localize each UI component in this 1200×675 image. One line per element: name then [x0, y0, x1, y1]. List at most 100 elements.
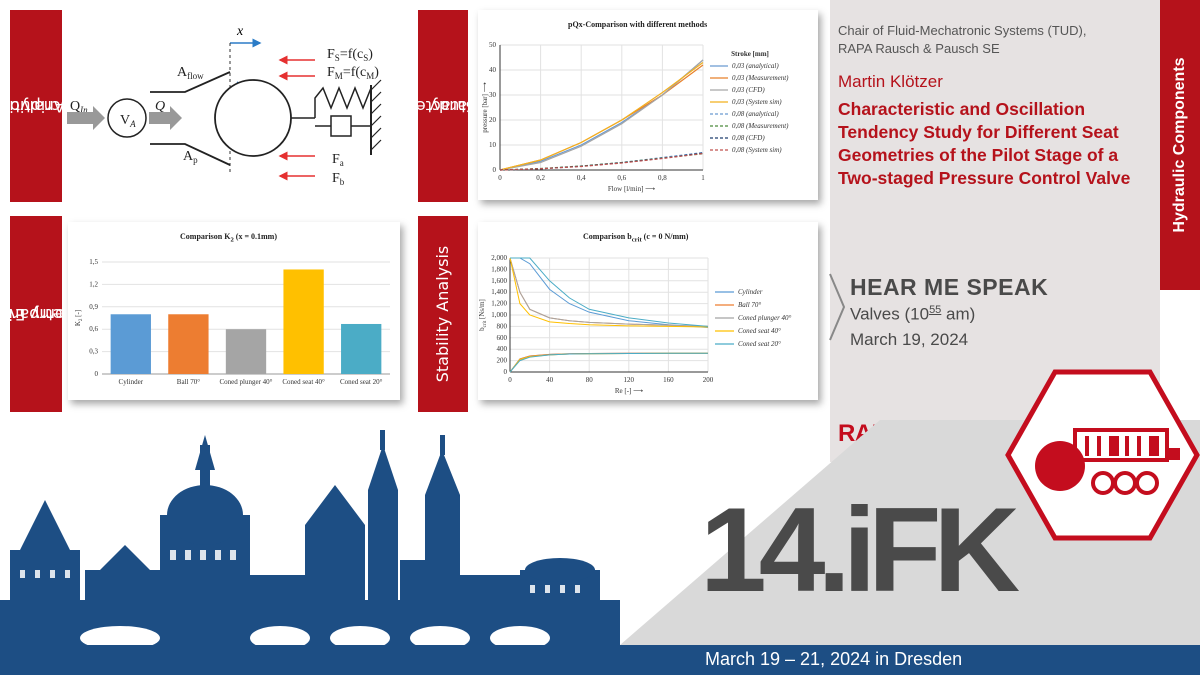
chart-title: pQx-Comparison with different methods	[568, 20, 708, 29]
legend-entry: Coned seat 40°	[738, 327, 781, 335]
valve-diagram: x FS=f(cS) FM=f(cM) Aflow QIn VA Q Fp Ap…	[67, 24, 382, 187]
y-tick-label: 0,6	[89, 325, 98, 333]
legend-entry: 0,03 (Measurement)	[732, 74, 789, 82]
x-tick-label: 0,4	[577, 174, 586, 182]
y-tick-label: 20	[489, 116, 497, 124]
y-tick-label: 0	[95, 370, 99, 378]
category-bar: Hydraulic Components	[1160, 0, 1200, 290]
k2-chart: 0 0,3 0,6 0,9 1,2 1,5 K2 [-] Cylinder Ball 70° Co…	[74, 258, 390, 386]
bar	[110, 314, 151, 374]
y-tick-label: 0	[493, 166, 497, 174]
y-tick-label: 1,5	[89, 258, 98, 266]
legend-entry: Ball 70°	[738, 301, 761, 309]
tab-stability-analysis: Stability Analysis	[418, 216, 468, 412]
y-tick-label: 1,2	[89, 280, 98, 288]
legend-entry: 0,03 (analytical)	[732, 62, 779, 70]
category-label: Hydraulic Components	[1171, 57, 1188, 233]
series-line	[499, 152, 704, 171]
x-tick-label: Coned seat 40°	[282, 378, 325, 386]
tab-geometry-evaluation: Geometry Evaluationand Comparison	[0, 216, 112, 412]
legend-entry: Coned seat 20°	[738, 340, 781, 348]
affiliation-line: RAPA Rausch & Pausch SE	[838, 41, 1000, 56]
legend-entry: 0,03 (CFD)	[732, 86, 765, 94]
hear-me-speak: HEAR ME SPEAK	[850, 274, 1049, 300]
bar	[341, 323, 382, 374]
y-tick-label: 200	[497, 357, 508, 365]
series-line	[509, 352, 709, 373]
x-tick-label: 120	[624, 376, 635, 384]
tab-characteristic-study: Characteristic Study	[377, 10, 489, 202]
y-axis-label: pressure [bar] ⟶	[481, 82, 489, 132]
y-tick-label: 0,3	[89, 348, 98, 356]
event-dates: March 19 – 21, 2024 in Dresden	[705, 649, 963, 669]
series-line	[499, 153, 704, 171]
series-line	[510, 257, 709, 327]
tab-line-1: Stability Analysis	[433, 245, 453, 383]
x-tick-label: 0	[508, 376, 512, 384]
x-axis-label: Re [-] ⟶	[615, 387, 643, 395]
svg-text:Aflow: Aflow	[177, 65, 204, 81]
x-tick-label: 0,6	[617, 174, 626, 182]
pqx-chart: 0 10 20 30 40 50 0 0,2 0,4 0,6 0,8 1 Flow [l/min] ⟶ p…	[481, 41, 789, 193]
y-tick-label: 1,800	[491, 265, 507, 273]
legend-entry: Coned plunger 40°	[738, 314, 792, 322]
y-tick-label: 1,200	[491, 300, 507, 308]
pqx-chart-card: pQx-Comparison with different methods 0 1…	[478, 10, 818, 200]
y-axis-label: bcrit [Ns/m]	[478, 299, 488, 331]
series-line	[499, 62, 704, 171]
x-tick-label: Coned seat 20°	[340, 378, 383, 386]
svg-text:FM=f(cM): FM=f(cM)	[327, 65, 379, 81]
legend-entry: Cylinder	[738, 288, 763, 296]
legend-entry: 0,08 (analytical)	[732, 110, 779, 118]
svg-text:QIn: QIn	[70, 99, 88, 115]
y-tick-label: 2,000	[491, 254, 507, 262]
x-tick-label: Coned plunger 40°	[220, 378, 273, 386]
y-tick-label: 400	[497, 345, 508, 353]
series-line	[499, 59, 704, 171]
bar	[225, 329, 267, 374]
svg-text:FS=f(cS): FS=f(cS)	[327, 47, 373, 63]
series-line	[499, 152, 704, 171]
x-tick-label: 160	[663, 376, 674, 384]
x-axis-label: Flow [l/min] ⟶	[608, 185, 655, 193]
y-tick-label: 30	[489, 91, 497, 99]
svg-text:VA: VA	[120, 113, 136, 129]
bcrit-chart: 02004006008001,0001,2001,4001,6001,8002,…	[478, 254, 792, 395]
author-name: Martin Klötzer	[838, 72, 943, 91]
legend-entry: 0,08 (System sim)	[732, 146, 782, 154]
ifk-emblem-icon	[1005, 369, 1200, 541]
bar	[168, 314, 209, 374]
paper-title: Characteristic and Oscillation Tendency …	[838, 99, 1131, 188]
y-tick-label: 0,9	[89, 303, 98, 311]
affiliation: Chair of Fluid-Mechatronic Systems (TUD)…	[838, 22, 1087, 58]
dresden-skyline	[0, 430, 620, 645]
x-tick-label: 200	[703, 376, 714, 384]
series-line	[499, 64, 704, 171]
legend-entry: 0,08 (Measurement)	[732, 122, 789, 130]
series-line	[509, 257, 709, 328]
y-tick-label: 1,400	[491, 288, 507, 296]
x-tick-label: 0	[498, 174, 502, 182]
svg-text:Fb: Fb	[332, 171, 345, 187]
tab-analytical-description: AnalyticalDescription	[0, 10, 92, 202]
chart-title: Comparison bcrit (c = 0 N/mm)	[583, 232, 689, 244]
y-tick-label: 800	[497, 322, 508, 330]
series-line	[509, 257, 709, 327]
bcrit-chart-card: Comparison bcrit (c = 0 N/mm) 0 200 400 600…	[478, 222, 818, 400]
legend-title: Stroke [mm]	[731, 50, 769, 58]
x-tick-label: 0,8	[658, 174, 667, 182]
talk-date: March 19, 2024	[850, 330, 969, 349]
svg-text:Ap: Ap	[183, 149, 198, 165]
x-tick-label: Ball 70°	[177, 378, 200, 386]
series-line	[510, 257, 709, 329]
k2-chart-card: Comparison K2 (x = 0.1mm) 0 0,3 0,6 0,9 1,2 1…	[68, 222, 400, 400]
footer-bar: March 19 – 21, 2024 in Dresden	[0, 645, 1200, 675]
y-tick-label: 10	[489, 141, 497, 149]
x-tick-label: Cylinder	[119, 378, 144, 386]
chart-title: Comparison K2 (x = 0.1mm)	[180, 232, 277, 244]
x-tick-label: 40	[546, 376, 554, 384]
y-tick-label: 0	[504, 368, 508, 376]
svg-text:Q: Q	[155, 99, 165, 114]
bar	[283, 269, 324, 374]
affiliation-line: Chair of Fluid-Mechatronic Systems (TUD)…	[838, 23, 1087, 38]
